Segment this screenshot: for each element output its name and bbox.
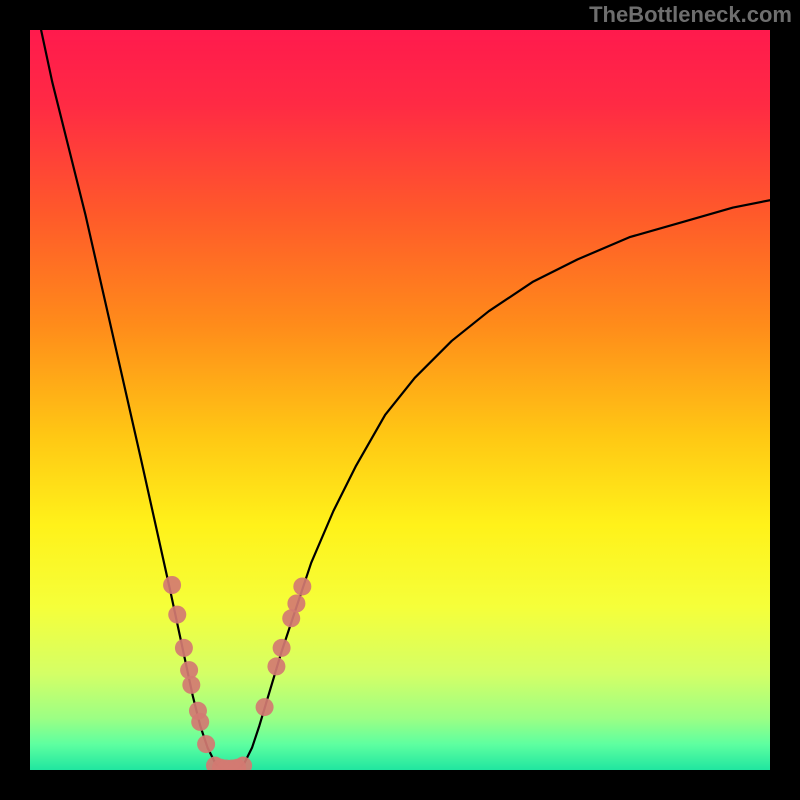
data-marker [287,595,305,613]
data-marker [191,713,209,731]
watermark-text: TheBottleneck.com [589,2,792,28]
data-marker [163,576,181,594]
plot-background-gradient [30,30,770,770]
data-marker [293,577,311,595]
data-marker [182,676,200,694]
data-marker [197,735,215,753]
bottleneck-curve-chart [0,0,800,800]
data-marker [267,657,285,675]
data-marker [256,698,274,716]
data-marker [175,639,193,657]
data-marker [168,606,186,624]
chart-container: TheBottleneck.com [0,0,800,800]
data-marker [273,639,291,657]
